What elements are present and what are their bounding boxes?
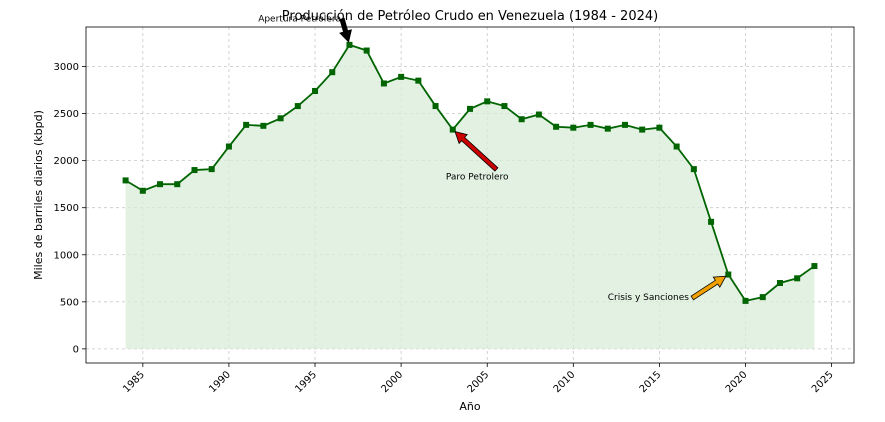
data-point-1985 [139,187,146,194]
annotations: Apertura Petrolera Paro Petrolero Crisis y… [258,14,727,303]
data-point-2011 [587,121,594,128]
data-point-1997 [346,41,353,48]
x-tick-label-2015: 2015 [638,369,664,395]
data-point-2001 [415,77,422,84]
y-tick-label-2000: 2000 [54,156,79,167]
data-point-2005 [484,98,491,105]
data-point-1992 [260,122,267,129]
y-tick-label-500: 500 [60,297,79,308]
data-point-1988 [191,167,198,174]
x-tick-label-2020: 2020 [724,369,750,395]
data-point-1987 [174,181,181,188]
data-point-2006 [501,103,508,110]
x-axis-ticks: 1985 1990 1995 2000 2005 2010 2015 2020 2025 [121,363,836,395]
y-axis-label: Miles de barriles diarios (kbpd) [32,110,45,280]
plot-frame [85,26,855,364]
data-point-2020 [742,297,749,304]
data-point-1984 [122,177,129,184]
x-tick-label-2000: 2000 [379,369,405,395]
y-tick-label-2500: 2500 [54,109,79,120]
data-point-2009 [553,123,560,130]
data-point-2014 [639,126,646,133]
annotation-arrow-1 [454,131,499,172]
data-point-1990 [225,143,232,150]
data-point-2017 [690,166,697,173]
y-tick-label-1000: 1000 [54,250,79,261]
data-point-1996 [329,69,336,76]
annotation-arrow-0 [339,17,352,43]
data-point-1999 [380,80,387,87]
data-point-2023 [794,275,801,282]
y-tick-label-0: 0 [73,344,79,355]
data-point-2003 [449,126,456,133]
x-tick-label-2025: 2025 [810,369,836,395]
chart-title: Producción de Petróleo Crudo en Venezuel… [282,9,658,24]
y-tick-label-3000: 3000 [54,62,79,73]
x-tick-label-2010: 2010 [552,369,578,395]
data-point-2010 [570,124,577,131]
data-point-2013 [621,121,628,128]
data-point-1998 [363,47,370,54]
data-point-1991 [243,121,250,128]
data-point-1993 [277,115,284,122]
x-tick-label-1995: 1995 [293,369,319,395]
production-area-fill [125,44,815,349]
x-tick-label-1990: 1990 [207,369,233,395]
data-point-2021 [759,294,766,301]
data-point-2002 [432,103,439,110]
data-point-2000 [398,73,405,80]
data-point-2018 [708,218,715,225]
data-point-1986 [157,181,164,188]
data-point-2012 [604,125,611,132]
data-point-2004 [467,105,473,112]
data-point-2024 [811,263,818,270]
data-point-2022 [776,280,783,286]
data-point-2007 [518,116,525,123]
data-point-2019 [725,271,732,278]
data-point-1994 [294,103,301,110]
data-point-1989 [208,166,215,173]
x-axis-label: Año [459,400,480,413]
annotation-text-2: Crisis y Sanciones [608,293,690,303]
x-tick-label-2005: 2005 [466,369,492,395]
data-point-1995 [312,88,319,94]
y-tick-label-1500: 1500 [54,203,79,214]
data-point-2016 [673,143,680,150]
data-point-2008 [535,111,542,118]
annotation-text-0: Apertura Petrolera [258,14,341,24]
annotation-text-1: Paro Petrolero [446,172,509,182]
data-points [122,41,818,304]
y-axis-ticks: 0 500 1000 1500 2000 2500 3000 [54,62,86,355]
annotation-arrow-2 [690,275,727,301]
x-tick-label-1985: 1985 [121,369,147,395]
data-point-2015 [656,124,663,131]
